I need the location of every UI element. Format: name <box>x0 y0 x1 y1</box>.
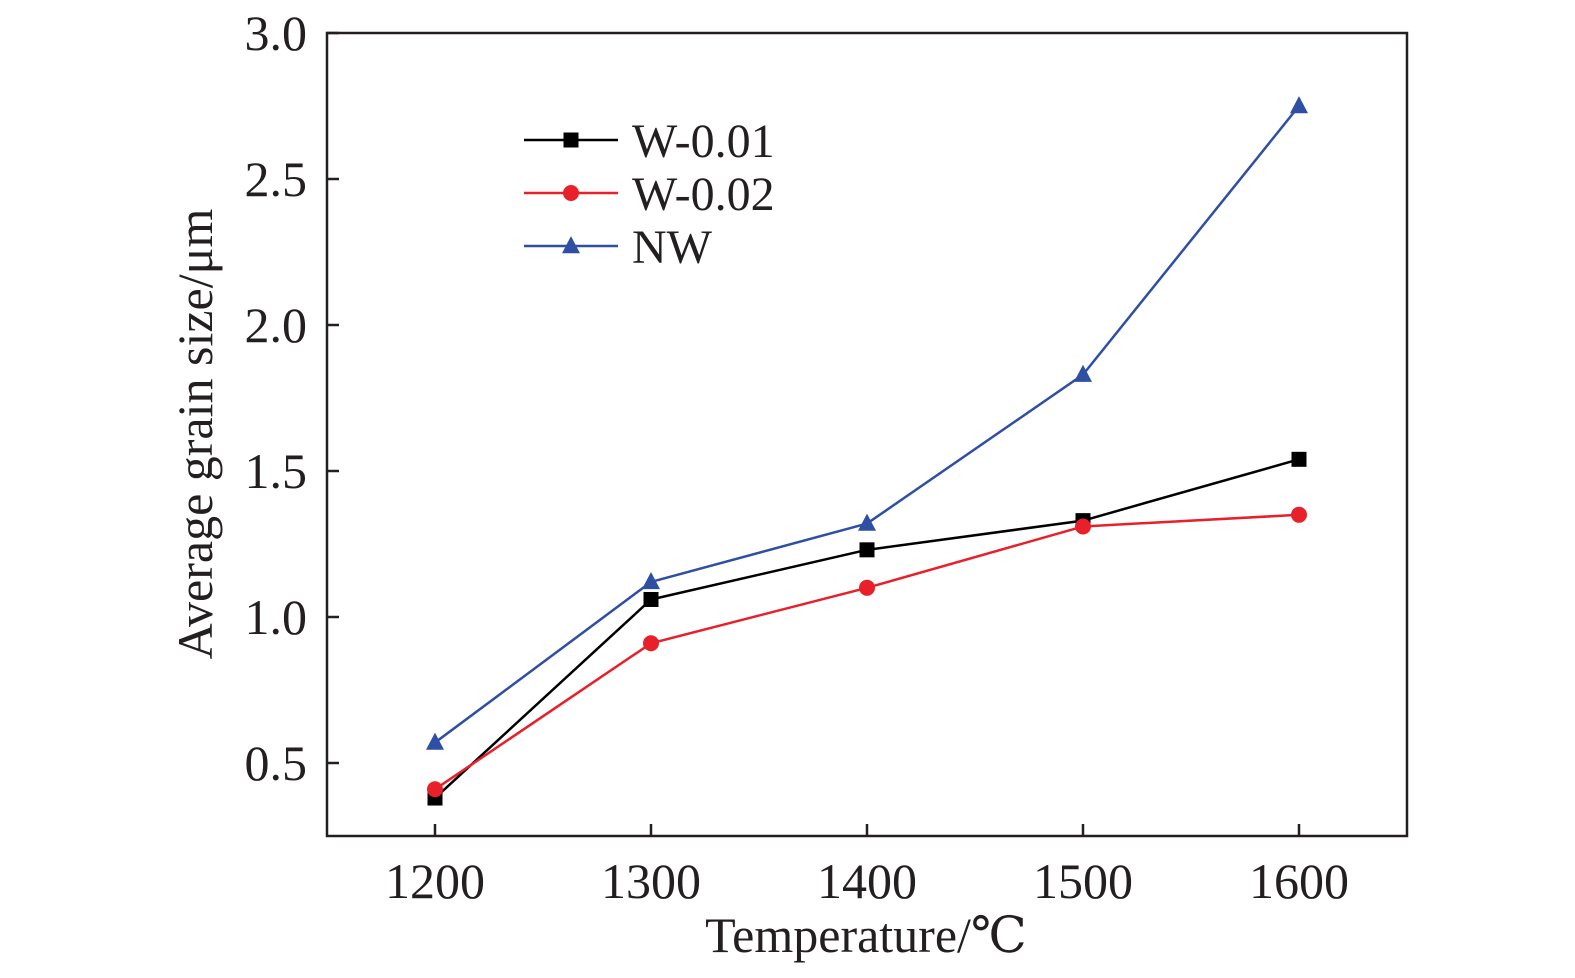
y-axis-title: Average grain size/μm <box>167 209 223 660</box>
legend-item: W-0.02 <box>524 168 775 221</box>
x-tick-label: 1200 <box>385 853 485 909</box>
plot-frame <box>325 31 1409 838</box>
data-point <box>642 572 660 590</box>
y-tick-label: 0.5 <box>245 735 308 791</box>
y-tick-label: 2.5 <box>245 151 308 207</box>
x-tick-label: 1400 <box>817 853 917 909</box>
series-line <box>434 458 1300 799</box>
series-w-0-01 <box>427 451 1307 806</box>
y-tick-label: 3.0 <box>245 5 308 61</box>
x-tick-label: 1300 <box>601 853 701 909</box>
legend-label: NW <box>632 221 713 274</box>
data-point <box>426 732 444 750</box>
data-point <box>643 635 659 652</box>
y-tick-label: 2.0 <box>245 297 308 353</box>
data-point <box>858 513 876 531</box>
data-point <box>1074 364 1092 382</box>
y-tick-label: 1.0 <box>245 589 308 645</box>
data-point <box>1291 506 1307 523</box>
x-axis-title: Temperature/℃ <box>705 907 1027 963</box>
legend-label: W-0.02 <box>632 168 775 221</box>
series-layer <box>426 96 1308 806</box>
series-w-0-02 <box>427 506 1307 798</box>
x-tick-label: 1500 <box>1033 853 1133 909</box>
data-point <box>1291 451 1307 467</box>
y-tick-label: 1.5 <box>245 443 308 499</box>
x-tick-label: 1600 <box>1249 853 1349 909</box>
data-point <box>643 591 659 607</box>
legend-item: NW <box>524 221 713 274</box>
data-point <box>859 542 875 558</box>
data-point <box>427 781 443 798</box>
series-nw <box>426 96 1308 750</box>
legend-marker <box>563 132 579 148</box>
data-point <box>1290 96 1308 114</box>
data-point <box>859 579 875 596</box>
data-point <box>1075 518 1091 535</box>
legend-label: W-0.01 <box>632 115 775 168</box>
series-line <box>434 105 1300 744</box>
ticks-layer: 1200 1300 1400 1500 1600 0.5 1.0 1.5 2.0 2.5 3.0 <box>245 5 1350 909</box>
legend-item: W-0.01 <box>524 115 775 168</box>
legend-marker <box>562 236 580 254</box>
legend-marker <box>563 185 579 201</box>
